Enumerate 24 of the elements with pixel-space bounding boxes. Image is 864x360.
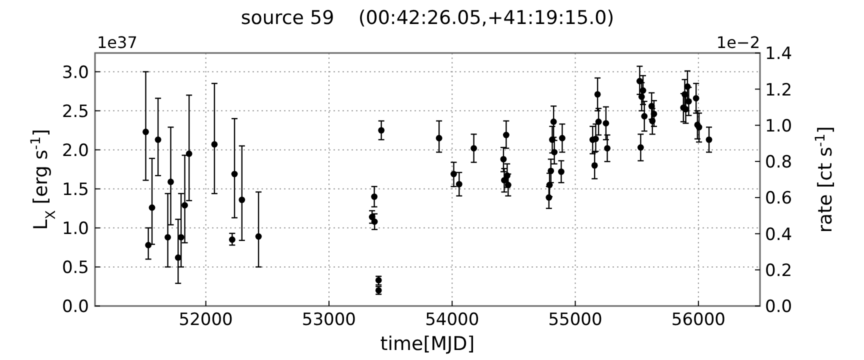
y2-tick-label: 0.8	[765, 152, 792, 173]
x-tick-label: 53000	[302, 310, 356, 330]
text: 1e37	[97, 33, 138, 52]
y2-tick-label: 0.4	[765, 224, 792, 245]
x-tick-label: 54000	[425, 310, 480, 330]
chart-title: source 59 (00:42:26.05,+41:19:15.0)	[240, 7, 614, 29]
x-tick-label: 56000	[671, 310, 726, 330]
y-tick-label: 1.0	[62, 219, 89, 240]
y-tick-label: 2.5	[62, 102, 89, 122]
y2-tick-label: 1.4	[765, 44, 792, 64]
y2-tick-label: 1.2	[765, 80, 792, 100]
y-tick-label: 3.0	[62, 62, 89, 83]
y-tick-label: 0.0	[62, 297, 89, 318]
y2-tick-label: 0.6	[765, 188, 792, 209]
text: 1e−2	[716, 33, 760, 52]
x-tick-label: 52000	[178, 310, 233, 330]
y2-tick-label: 0.2	[765, 260, 792, 281]
x-tick-label: 55000	[548, 310, 602, 330]
y-tick-label: 0.5	[62, 258, 89, 278]
y2-tick-label: 0.0	[765, 297, 792, 318]
x-axis-title: time[MJD]	[380, 333, 475, 355]
y2-tick-label: 1.0	[765, 116, 792, 136]
y-tick-label: 2.0	[62, 140, 89, 161]
y-tick-label: 1.5	[62, 180, 89, 200]
